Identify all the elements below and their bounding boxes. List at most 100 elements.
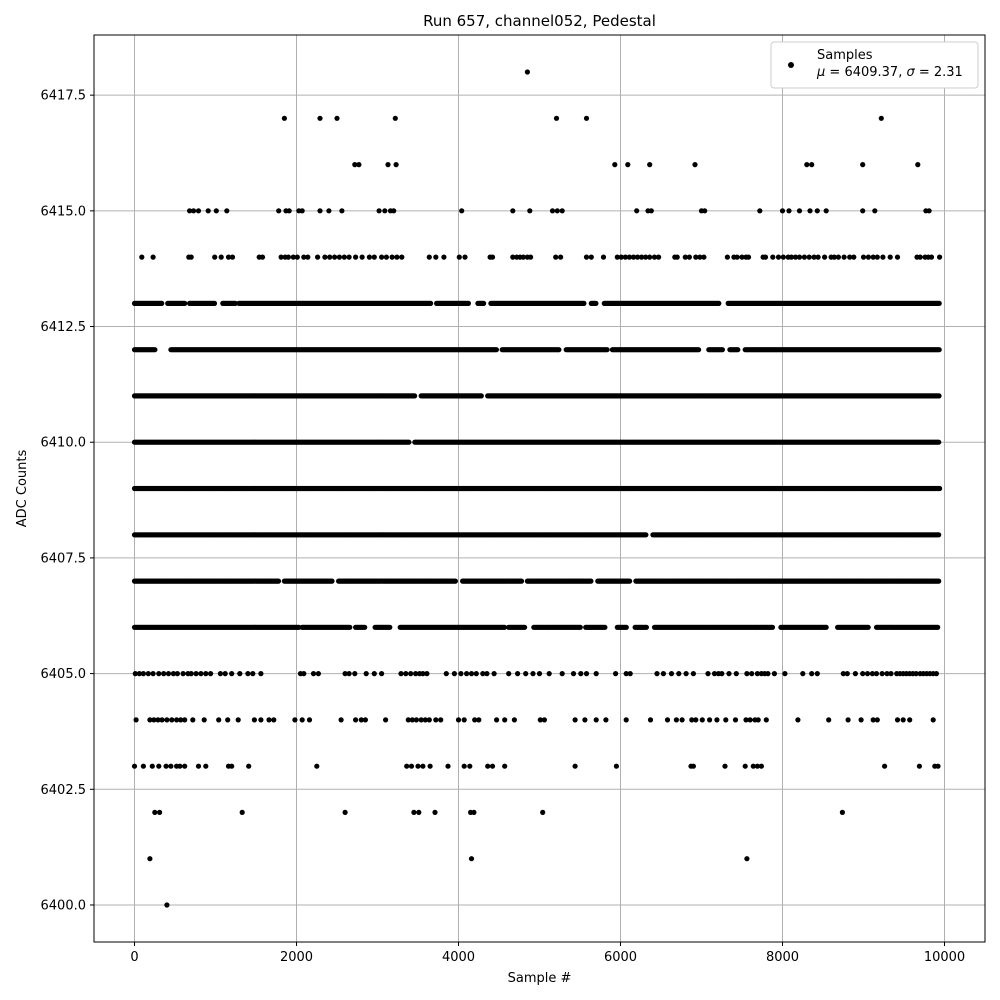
data-point: [602, 624, 608, 630]
data-point: [198, 671, 204, 677]
data-point: [281, 115, 287, 121]
data-point: [163, 763, 169, 769]
data-point: [518, 578, 525, 584]
data-point: [285, 254, 291, 260]
data-point: [807, 208, 813, 214]
data-point: [749, 671, 755, 677]
data-point: [461, 763, 467, 769]
data-point: [476, 717, 482, 723]
data-point: [572, 763, 578, 769]
data-point: [218, 254, 224, 260]
data-point: [140, 671, 146, 677]
data-point: [178, 717, 184, 723]
data-point: [593, 671, 599, 677]
data-point: [858, 717, 864, 723]
data-point: [936, 439, 942, 445]
data-point: [275, 578, 282, 584]
data-point: [757, 208, 763, 214]
data-point: [634, 208, 640, 214]
data-point: [860, 254, 867, 260]
data-point: [352, 162, 358, 168]
data-point: [468, 671, 475, 677]
data-point: [145, 671, 151, 677]
data-point: [408, 763, 415, 769]
data-point: [744, 671, 750, 677]
data-point: [314, 763, 320, 769]
data-point: [174, 671, 180, 677]
data-point: [634, 254, 641, 260]
data-point: [510, 208, 516, 214]
data-point: [494, 717, 500, 723]
data-point: [310, 671, 317, 677]
data-point: [317, 208, 323, 214]
data-point: [212, 254, 218, 260]
data-point: [743, 717, 749, 723]
data-point: [445, 763, 451, 769]
data-point: [726, 671, 732, 677]
data-point: [745, 254, 752, 260]
data-point: [398, 671, 404, 677]
data-point: [676, 671, 682, 677]
data-point: [359, 254, 365, 260]
data-point: [150, 671, 156, 677]
data-point: [301, 671, 307, 677]
data-point: [352, 671, 358, 677]
data-point: [536, 671, 543, 677]
data-point: [754, 763, 761, 769]
data-point: [294, 254, 300, 260]
data-point: [578, 671, 584, 677]
data-point: [839, 809, 846, 816]
data-point: [930, 717, 936, 723]
data-point: [782, 671, 788, 677]
data-point: [530, 671, 536, 677]
data-point: [937, 254, 943, 260]
data-point: [823, 624, 829, 630]
data-point: [702, 208, 708, 214]
data-point: [546, 671, 552, 677]
data-point: [623, 671, 629, 677]
data-point: [342, 671, 348, 677]
data-point: [422, 717, 428, 723]
data-point: [556, 347, 562, 353]
data-point: [626, 254, 633, 260]
data-point: [406, 439, 412, 445]
data-point: [763, 717, 769, 723]
data-point: [926, 208, 932, 214]
data-point: [593, 717, 599, 723]
data-point: [570, 671, 577, 677]
data-point: [156, 671, 162, 677]
data-point: [152, 809, 158, 816]
data-point: [625, 162, 631, 168]
data-point: [612, 162, 618, 168]
data-point: [131, 763, 138, 769]
data-point: [937, 485, 943, 492]
data-point: [451, 671, 457, 677]
data-point: [674, 254, 680, 260]
data-point: [933, 671, 940, 677]
data-point: [879, 671, 885, 677]
data-point: [376, 208, 382, 214]
data-point: [916, 763, 923, 769]
data-point: [603, 717, 609, 723]
data-point: [250, 671, 256, 677]
data-point: [758, 763, 765, 769]
data-point: [770, 254, 776, 260]
data-point: [366, 254, 372, 260]
data-point: [800, 671, 806, 677]
data-point: [246, 763, 252, 769]
data-point: [583, 115, 590, 121]
data-points: [131, 69, 943, 908]
data-point: [809, 671, 815, 677]
data-point: [822, 254, 828, 260]
data-point: [887, 254, 893, 260]
data-point: [860, 162, 866, 168]
data-point: [201, 717, 207, 723]
data-point: [554, 208, 560, 214]
data-point: [711, 671, 718, 677]
data-point: [733, 671, 739, 677]
data-point: [865, 254, 872, 260]
data-point: [151, 717, 157, 723]
data-point: [559, 671, 565, 677]
data-point: [622, 254, 629, 260]
data-point: [455, 717, 462, 723]
